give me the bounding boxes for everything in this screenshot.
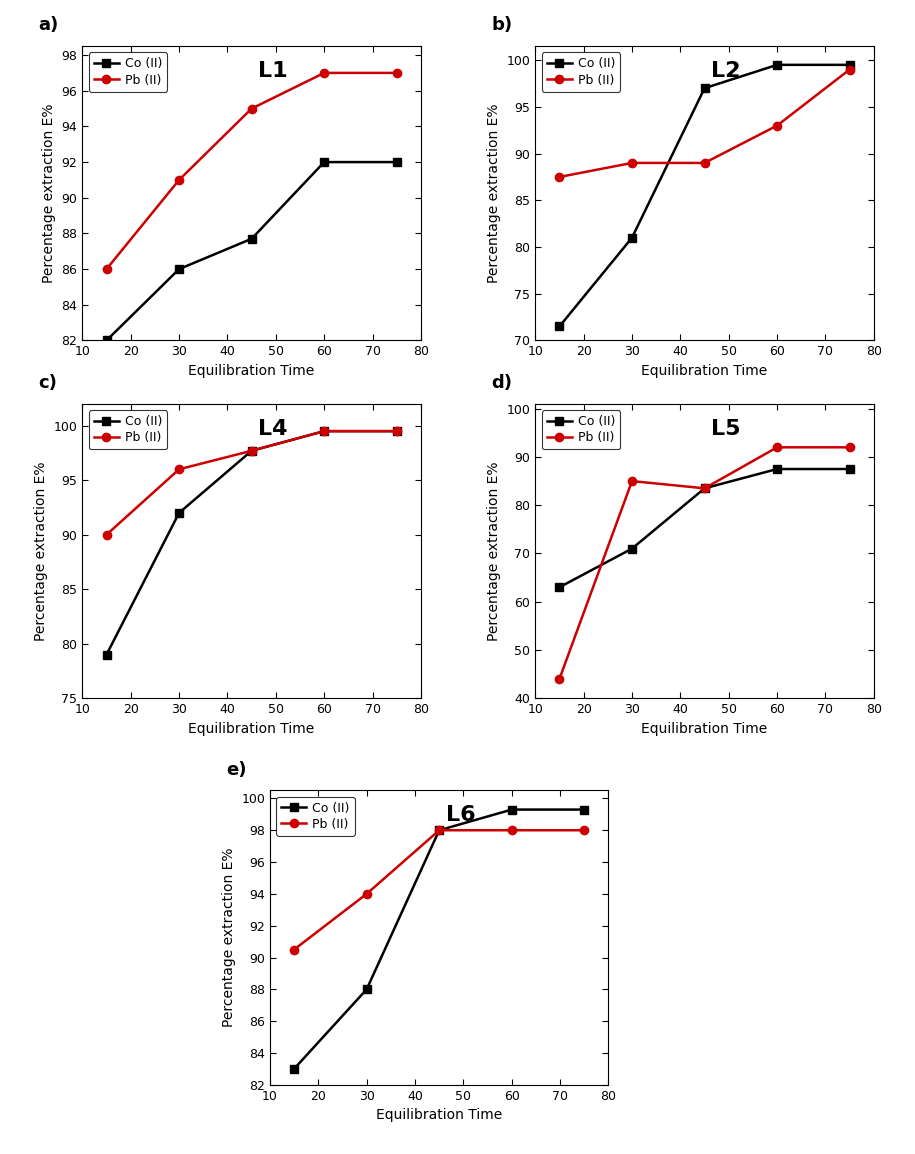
Co (II) <box>174 262 185 276</box>
Line: Pb (II): Pb (II) <box>102 69 401 273</box>
Y-axis label: Percentage extraction E%: Percentage extraction E% <box>487 462 501 640</box>
Line: Pb (II): Pb (II) <box>555 443 854 683</box>
Co (II) <box>434 823 445 837</box>
Co (II) <box>174 505 185 519</box>
Co (II) <box>101 647 112 661</box>
Legend: Co (II), Pb (II): Co (II), Pb (II) <box>276 796 355 835</box>
Legend: Co (II), Pb (II): Co (II), Pb (II) <box>542 410 620 449</box>
Pb (II) <box>361 887 372 901</box>
Co (II) <box>699 81 710 95</box>
Line: Pb (II): Pb (II) <box>555 66 854 181</box>
Pb (II) <box>318 425 329 439</box>
X-axis label: Equilibration Time: Equilibration Time <box>641 364 768 377</box>
Line: Co (II): Co (II) <box>102 427 401 659</box>
Text: L5: L5 <box>711 419 741 439</box>
Pb (II) <box>288 943 299 957</box>
Pb (II) <box>554 170 565 183</box>
Legend: Co (II), Pb (II): Co (II), Pb (II) <box>542 52 620 91</box>
Pb (II) <box>845 441 856 455</box>
X-axis label: Equilibration Time: Equilibration Time <box>376 1108 502 1122</box>
Y-axis label: Percentage extraction E%: Percentage extraction E% <box>34 462 48 640</box>
Co (II) <box>361 982 372 996</box>
Pb (II) <box>174 463 185 477</box>
Text: L6: L6 <box>446 805 476 825</box>
Co (II) <box>627 231 638 245</box>
X-axis label: Equilibration Time: Equilibration Time <box>188 721 315 735</box>
Legend: Co (II), Pb (II): Co (II), Pb (II) <box>89 410 167 449</box>
Pb (II) <box>845 62 856 76</box>
Pb (II) <box>101 527 112 541</box>
Co (II) <box>845 462 856 475</box>
Co (II) <box>579 803 590 817</box>
Co (II) <box>318 155 329 168</box>
Pb (II) <box>246 102 257 115</box>
Pb (II) <box>699 156 710 170</box>
X-axis label: Equilibration Time: Equilibration Time <box>641 721 768 735</box>
Pb (II) <box>506 823 517 837</box>
Text: L2: L2 <box>711 61 741 81</box>
Line: Co (II): Co (II) <box>555 61 854 330</box>
Y-axis label: Percentage extraction E%: Percentage extraction E% <box>487 104 501 283</box>
Co (II) <box>771 462 782 475</box>
Pb (II) <box>771 119 782 133</box>
Text: L4: L4 <box>258 419 288 439</box>
Co (II) <box>506 803 517 817</box>
Text: d): d) <box>491 374 512 392</box>
Pb (II) <box>318 66 329 80</box>
Co (II) <box>627 541 638 555</box>
Pb (II) <box>434 823 445 837</box>
Pb (II) <box>246 444 257 458</box>
Text: a): a) <box>38 16 59 35</box>
Line: Co (II): Co (II) <box>102 158 401 345</box>
Pb (II) <box>392 425 403 439</box>
Pb (II) <box>554 672 565 685</box>
Text: c): c) <box>38 374 58 392</box>
Text: e): e) <box>226 760 246 779</box>
Co (II) <box>845 58 856 72</box>
Line: Co (II): Co (II) <box>290 805 588 1073</box>
Y-axis label: Percentage extraction E%: Percentage extraction E% <box>221 848 236 1027</box>
Pb (II) <box>101 262 112 276</box>
Co (II) <box>554 320 565 334</box>
Pb (II) <box>699 481 710 495</box>
Co (II) <box>771 58 782 72</box>
Line: Pb (II): Pb (II) <box>102 427 401 539</box>
Line: Co (II): Co (II) <box>555 465 854 591</box>
Text: L1: L1 <box>258 61 288 81</box>
Pb (II) <box>771 441 782 455</box>
Co (II) <box>554 580 565 594</box>
Legend: Co (II), Pb (II): Co (II), Pb (II) <box>89 52 167 91</box>
Pb (II) <box>392 66 403 80</box>
Y-axis label: Percentage extraction E%: Percentage extraction E% <box>42 104 56 283</box>
X-axis label: Equilibration Time: Equilibration Time <box>188 364 315 377</box>
Co (II) <box>392 155 403 168</box>
Co (II) <box>318 425 329 439</box>
Co (II) <box>392 425 403 439</box>
Pb (II) <box>579 823 590 837</box>
Co (II) <box>288 1062 299 1076</box>
Pb (II) <box>627 474 638 488</box>
Co (II) <box>699 481 710 495</box>
Co (II) <box>101 334 112 347</box>
Line: Pb (II): Pb (II) <box>290 826 588 953</box>
Text: b): b) <box>491 16 512 35</box>
Pb (II) <box>174 173 185 187</box>
Co (II) <box>246 444 257 458</box>
Pb (II) <box>627 156 638 170</box>
Co (II) <box>246 232 257 246</box>
